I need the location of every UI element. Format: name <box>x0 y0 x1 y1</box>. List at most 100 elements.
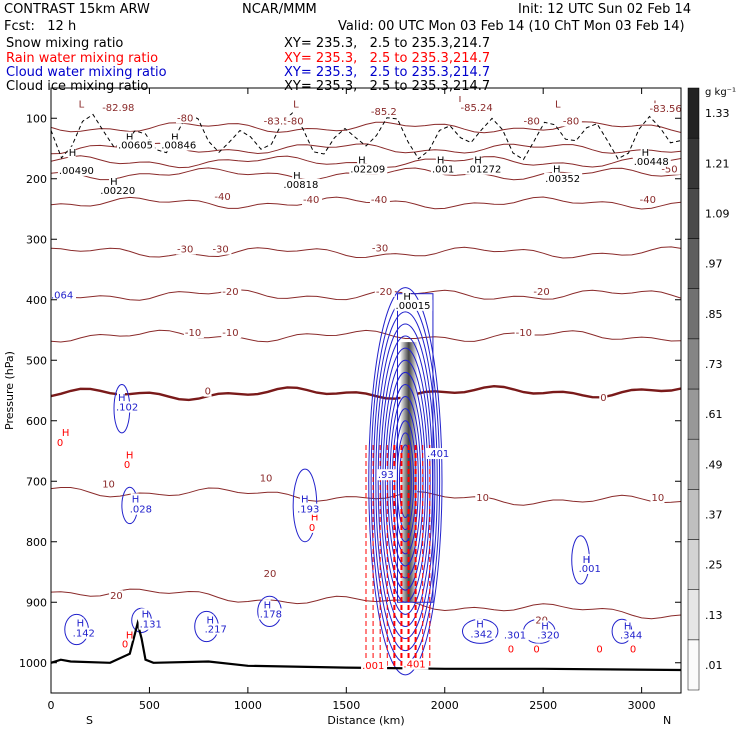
colorbar-label: .13 <box>705 609 723 622</box>
temperature-label-22: -30 <box>372 243 388 254</box>
cloud-label-15: H <box>264 600 272 611</box>
temperature-label-19: -40 <box>640 195 656 206</box>
snow-label-14: H <box>474 156 482 167</box>
cloud-label-11-bg <box>140 608 149 620</box>
rain-label-10: 0 <box>508 644 514 655</box>
cloud-label-24: H <box>624 621 632 632</box>
rain-label-0: H <box>62 428 70 439</box>
colorbar-label: .61 <box>705 408 723 421</box>
temperature-label-15: -50 <box>661 165 677 176</box>
cloud-label-3: H <box>132 494 140 505</box>
temperature-label-29-bg <box>203 385 212 397</box>
temperature-label-22-bg <box>370 242 391 254</box>
valid-time: Valid: 00 UTC Mon 03 Feb 14 (10 ChT Mon … <box>338 19 685 34</box>
cloud-label-20: .342 <box>470 629 492 640</box>
snow-label-11-bg <box>349 163 388 175</box>
cloud-label-22-bg <box>540 620 549 632</box>
temperature-label-31: 10 <box>260 473 273 484</box>
cloud-label-0-bg <box>51 289 76 301</box>
temperature-label-21: -30 <box>212 245 228 256</box>
temperature-label-28-bg <box>514 327 535 339</box>
colorbar-label: .25 <box>705 559 723 572</box>
temperature-label-17-bg <box>302 193 322 205</box>
temperature-label-33-bg <box>650 492 665 504</box>
colorbar-label: 1.33 <box>705 107 730 120</box>
cloud-label-1-bg <box>116 391 125 403</box>
temperature-label-5-bg <box>101 101 140 113</box>
temperature-label-7: -85.2 <box>371 107 397 118</box>
snow-label-21-bg <box>394 299 433 311</box>
cloud-label-22: H <box>541 621 549 632</box>
y-tick-label: 800 <box>26 536 47 549</box>
cloud-label-4-bg <box>128 503 155 515</box>
snow-label-4-bg <box>170 131 179 143</box>
convective-cloud-contour <box>384 371 426 591</box>
snow-label-5: .00846 <box>161 141 196 152</box>
temperature-label-2-bg <box>554 98 562 110</box>
snow-label-19: .00448 <box>634 157 669 168</box>
rain-label-8-bg <box>361 659 388 671</box>
temperature-label-25-bg <box>532 285 553 297</box>
rain-label-7: 0 <box>122 640 128 651</box>
cloud-label-18-bg <box>577 563 604 574</box>
snow-label-16-bg <box>552 163 561 175</box>
colorbar-swatch <box>687 87 700 139</box>
rain-label-13-bg <box>628 643 637 655</box>
rain-label-4: H <box>311 513 319 524</box>
field-name-cloud-water: Cloud water mixing ratio <box>6 65 167 80</box>
snow-label-15: .01272 <box>466 165 501 176</box>
temperature-label-20: -30 <box>177 245 193 256</box>
isotherm--20 <box>51 289 681 301</box>
rain-label-9: .401 <box>403 660 425 671</box>
isotherm-0 <box>51 384 681 402</box>
snow-label-2: H <box>126 133 134 144</box>
cloud-label-4: .028 <box>130 505 152 516</box>
temperature-label-17: -40 <box>303 195 319 206</box>
snow-label-18: H <box>642 148 650 159</box>
field-xy-snow: XY= 235.3, 2.5 to 235.3,214.7 <box>284 36 491 51</box>
temperature-label-32-bg <box>475 492 490 504</box>
rain-label-1-bg <box>55 437 64 449</box>
cloud-label-17: H <box>583 555 591 566</box>
colorbar-swatch <box>687 338 700 390</box>
temperature-label-15-bg <box>660 163 681 175</box>
temperature-label-31-bg <box>258 472 273 484</box>
rain-label-11: 0 <box>533 644 539 655</box>
snow-label-13-bg <box>430 163 457 175</box>
cloud-label-8-bg <box>426 448 453 460</box>
cloud-label-23-bg <box>536 629 563 641</box>
y-axis-label: Pressure (hPa) <box>3 351 16 430</box>
snow-label-0: H <box>69 148 77 159</box>
temperature-label-25: -20 <box>533 287 549 298</box>
model-title: CONTRAST 15km ARW <box>4 2 150 17</box>
rain-label-1: 0 <box>57 438 63 449</box>
rain-label-13: 0 <box>630 644 636 655</box>
temperature-label-16-bg <box>213 190 234 202</box>
center-title: NCAR/MMM <box>242 2 317 17</box>
snow-label-12-bg <box>435 154 444 166</box>
cloud-label-25-bg <box>618 629 645 641</box>
field-xy-cloud-ice: XY= 235.3, 2.5 to 235.3,214.7 <box>284 79 491 94</box>
cloud-label-0: .064 <box>51 291 73 302</box>
colorbar-swatch <box>687 137 700 189</box>
temperature-label-11-bg <box>286 115 307 127</box>
cloud-label-5-bg <box>300 493 309 505</box>
colorbar-swatch <box>687 589 700 641</box>
y-tick-label: 600 <box>26 415 47 428</box>
colorbar-swatch <box>687 438 700 490</box>
rain-label-12: 0 <box>596 644 602 655</box>
isotherm--10 <box>51 329 681 343</box>
x-tick-label: 1000 <box>234 699 262 712</box>
cloud-label-24-bg <box>622 620 631 632</box>
cloud-label-19-bg <box>475 618 484 630</box>
field-xy-rain: XY= 235.3, 2.5 to 235.3,214.7 <box>284 51 491 66</box>
cloud-label-13-bg <box>205 614 214 626</box>
temperature-label-34-bg <box>101 478 116 490</box>
rain-label-12-bg <box>595 643 604 655</box>
isotherm--40 <box>51 196 681 210</box>
rain-label-0-bg <box>60 426 69 438</box>
init-time: Init: 12 UTC Sun 02 Feb 14 <box>518 2 692 17</box>
isotherm--70 <box>51 142 681 155</box>
temperature-label-9: -83.56 <box>650 104 682 115</box>
